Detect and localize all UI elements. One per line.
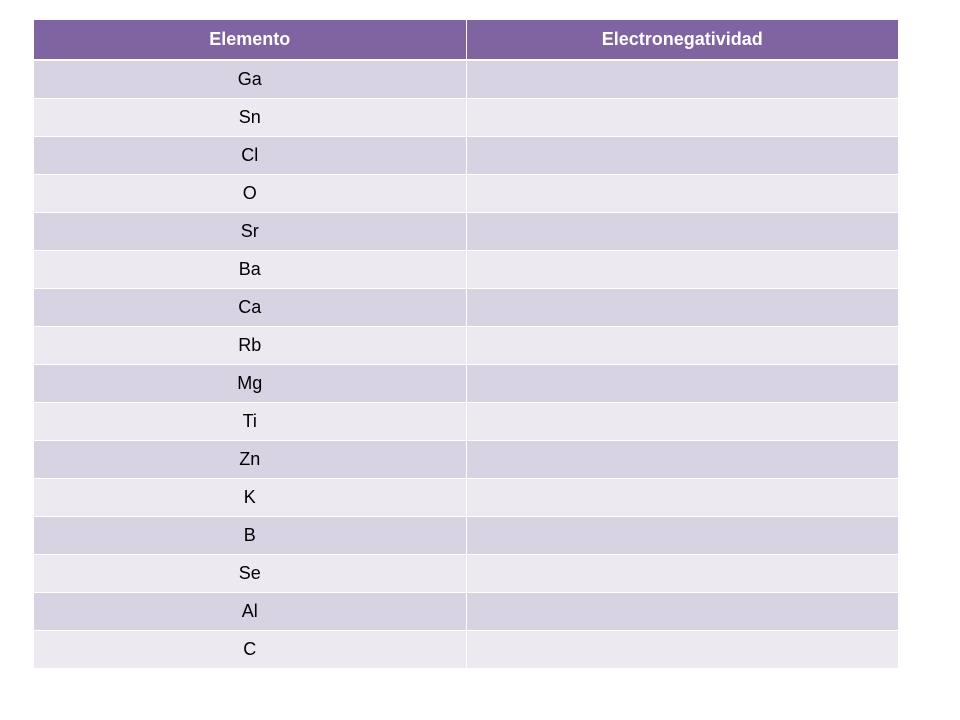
table-header: Elemento Electronegatividad [34, 20, 898, 61]
electronegativity-cell [465, 364, 898, 403]
table-row: Se [34, 554, 898, 593]
electronegativity-table: Elemento Electronegatividad Ga Sn Cl O [34, 20, 898, 668]
element-cell: Cl [34, 136, 466, 175]
element-cell: Ga [34, 59, 466, 99]
electronegativity-cell [465, 59, 898, 99]
table-row: O [34, 174, 898, 213]
table-row: Rb [34, 326, 898, 365]
element-cell: B [34, 516, 466, 555]
table-row: C [34, 630, 898, 668]
header-row: Elemento Electronegatividad [34, 20, 898, 61]
element-cell: Ti [34, 402, 466, 441]
electronegativity-cell [465, 402, 898, 441]
element-cell: Ca [34, 288, 466, 327]
electronegativity-cell [465, 174, 898, 213]
element-cell: K [34, 478, 466, 517]
electronegativity-cell [465, 630, 898, 668]
electronegativity-cell [465, 136, 898, 175]
table-row: K [34, 478, 898, 517]
element-cell: Rb [34, 326, 466, 365]
element-cell: Sr [34, 212, 466, 251]
table-row: Ca [34, 288, 898, 327]
element-cell: Al [34, 592, 466, 631]
table-row: Sn [34, 98, 898, 137]
element-cell: Sn [34, 98, 466, 137]
header-electronegatividad: Electronegatividad [465, 20, 898, 61]
table-row: Al [34, 592, 898, 631]
table-row: B [34, 516, 898, 555]
table-row: Mg [34, 364, 898, 403]
table-row: Cl [34, 136, 898, 175]
table-row: Ba [34, 250, 898, 289]
element-cell: C [34, 630, 466, 668]
header-elemento: Elemento [34, 20, 466, 61]
table-row: Zn [34, 440, 898, 479]
element-cell: Ba [34, 250, 466, 289]
element-cell: O [34, 174, 466, 213]
electronegativity-cell [465, 516, 898, 555]
electronegativity-cell [465, 98, 898, 137]
electronegativity-cell [465, 212, 898, 251]
electronegativity-cell [465, 440, 898, 479]
electronegativity-cell [465, 326, 898, 365]
element-cell: Zn [34, 440, 466, 479]
table-body: Ga Sn Cl O Sr Ba [34, 59, 898, 668]
electronegativity-cell [465, 554, 898, 593]
electronegativity-cell [465, 250, 898, 289]
table-row: Ga [34, 59, 898, 99]
element-cell: Mg [34, 364, 466, 403]
electronegativity-cell [465, 592, 898, 631]
electronegativity-cell [465, 478, 898, 517]
table-row: Ti [34, 402, 898, 441]
table-row: Sr [34, 212, 898, 251]
element-cell: Se [34, 554, 466, 593]
electronegativity-cell [465, 288, 898, 327]
